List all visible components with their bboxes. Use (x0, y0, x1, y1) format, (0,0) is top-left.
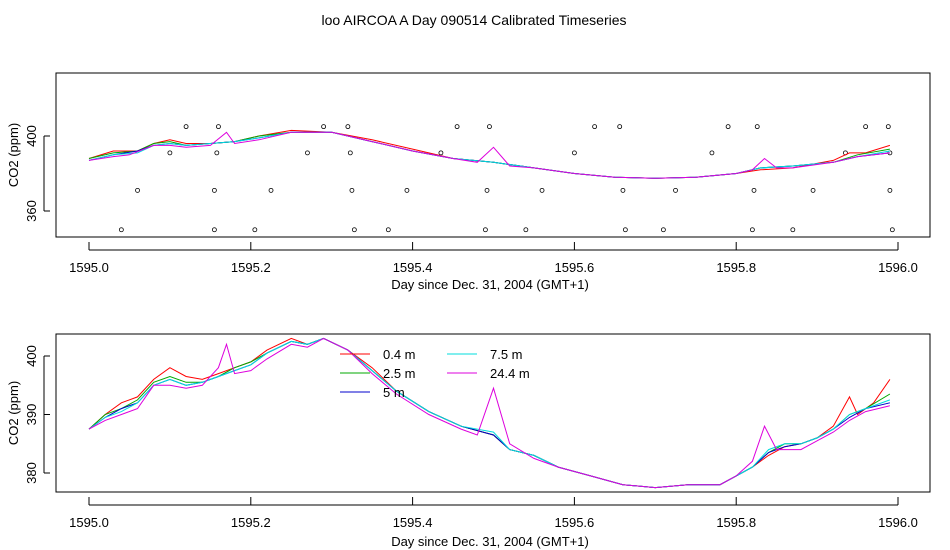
point-marker (660, 227, 666, 233)
point-marker (885, 124, 891, 130)
point-marker (751, 187, 757, 193)
legend-label: 5 m (383, 385, 405, 400)
point-marker (709, 150, 715, 156)
point-marker (438, 150, 444, 156)
x-tick-label: 1595.0 (69, 515, 109, 530)
legend-label: 7.5 m (490, 347, 523, 362)
point-marker (404, 187, 410, 193)
series-line-7-5-m (88, 337, 891, 489)
point-marker (539, 187, 545, 193)
point-marker (211, 227, 217, 233)
bottom-series-lines (88, 337, 891, 489)
point-marker (754, 124, 760, 130)
point-marker (889, 227, 895, 233)
point-marker (487, 124, 492, 130)
bottom-panel: 1595.0 1595.2 1595.4 1595.6 1595.8 1596.0 380… (6, 333, 931, 549)
point-marker (887, 187, 893, 193)
bottom-y-axis-label: CO2 (ppm) (6, 381, 21, 445)
series-line-24-4-m (88, 337, 891, 489)
point-marker (863, 124, 869, 130)
point-marker (484, 187, 490, 193)
legend-label: 24.4 m (490, 366, 530, 381)
x-tick-label: 1595.6 (555, 260, 595, 275)
point-marker (349, 187, 355, 193)
top-y-axis: 360 400 (24, 125, 50, 222)
bottom-y-axis: 380 390 400 (24, 345, 50, 484)
point-marker (725, 124, 731, 130)
point-marker (347, 150, 353, 156)
x-tick-label: 1595.4 (393, 515, 433, 530)
figure-title: loo AIRCOA A Day 090514 Calibrated Times… (321, 12, 626, 28)
point-marker (305, 150, 310, 156)
point-marker (483, 227, 488, 233)
point-marker (673, 187, 678, 193)
x-tick-label: 1596.0 (878, 260, 918, 275)
x-tick-label: 1595.8 (716, 260, 756, 275)
bottom-plot-frame (55, 333, 931, 493)
series-line-4 (88, 131, 890, 179)
point-marker (118, 227, 124, 233)
y-tick-label: 400 (24, 345, 39, 367)
x-tick-label: 1595.4 (393, 260, 433, 275)
y-tick-label: 380 (24, 462, 39, 484)
top-x-axis: 1595.0 1595.2 1595.4 1595.6 1595.8 1596.0 (69, 242, 918, 275)
point-marker (216, 124, 221, 130)
top-y-axis-label: CO2 (ppm) (6, 123, 21, 187)
point-marker (523, 227, 529, 233)
x-tick-label: 1596.0 (878, 515, 918, 530)
point-marker (617, 124, 623, 130)
point-marker (214, 150, 220, 156)
x-tick-label: 1595.0 (69, 260, 109, 275)
bottom-x-axis-label: Day since Dec. 31, 2004 (GMT+1) (391, 534, 589, 549)
point-marker (321, 124, 327, 130)
y-tick-label: 400 (24, 125, 39, 147)
legend-label: 2.5 m (383, 366, 416, 381)
top-x-axis-label: Day since Dec. 31, 2004 (GMT+1) (391, 277, 589, 292)
point-marker (790, 227, 796, 233)
x-tick-label: 1595.6 (555, 515, 595, 530)
point-marker (351, 227, 357, 233)
y-tick-label: 390 (24, 404, 39, 426)
top-point-markers (118, 124, 895, 233)
point-marker (749, 227, 755, 233)
point-marker (385, 227, 391, 233)
top-series-lines (88, 129, 891, 179)
point-marker (622, 227, 628, 233)
legend: 0.4 m 2.5 m 5 m 7.5 m 24.4 m (340, 347, 530, 400)
top-panel: 1595.0 1595.2 1595.4 1595.6 1595.8 1596.0 360… (6, 72, 931, 292)
x-tick-label: 1595.8 (716, 515, 756, 530)
y-tick-label: 360 (24, 200, 39, 222)
x-tick-label: 1595.2 (231, 515, 271, 530)
top-plot-frame (55, 72, 931, 238)
point-marker (454, 124, 460, 130)
point-marker (572, 150, 577, 156)
point-marker (252, 227, 258, 233)
point-marker (167, 150, 173, 156)
point-marker (183, 124, 189, 130)
point-marker (592, 124, 598, 130)
legend-label: 0.4 m (383, 347, 416, 362)
point-marker (268, 187, 274, 193)
point-marker (135, 187, 140, 193)
x-tick-label: 1595.2 (231, 260, 271, 275)
point-marker (620, 187, 626, 193)
point-marker (345, 124, 351, 130)
bottom-x-axis: 1595.0 1595.2 1595.4 1595.6 1595.8 1596.0 (69, 497, 918, 530)
point-marker (810, 187, 816, 193)
point-marker (211, 187, 217, 193)
